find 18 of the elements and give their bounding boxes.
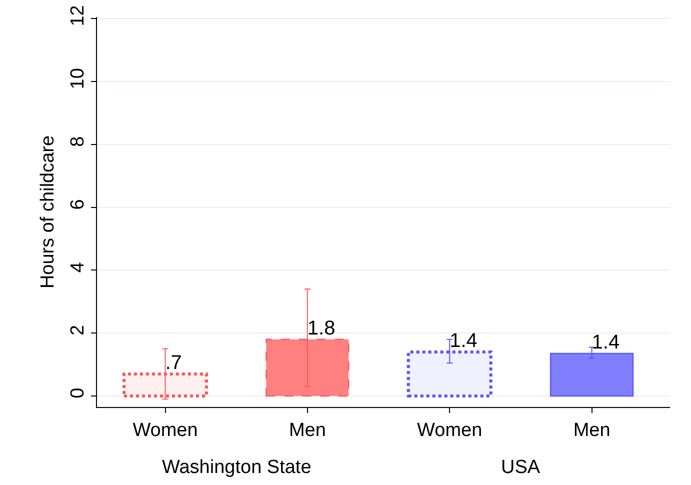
data-label: 1.4 [450,330,478,352]
text: USA [501,457,540,478]
y-tick-label: 8 [67,136,88,147]
y-tick-label: 10 [67,68,88,90]
y-tick-label: 4 [67,262,88,273]
y-tick-label: 2 [67,324,88,336]
data-label: 1.4 [592,332,620,354]
text: Washington State [162,457,312,478]
x-tick-label: Men [573,420,610,441]
y-tick-label: 0 [67,388,88,398]
y-axis-title: Hours of childcare [37,135,58,289]
y-tick-label: 6 [67,199,88,210]
data-label: 1.8 [307,317,336,340]
x-tick-label: Men [288,420,326,441]
x-tick-label: Women [417,420,482,441]
y-tick-label: 12 [67,5,88,26]
x-tick-label: Women [132,420,198,441]
data-label: .7 [165,352,182,374]
